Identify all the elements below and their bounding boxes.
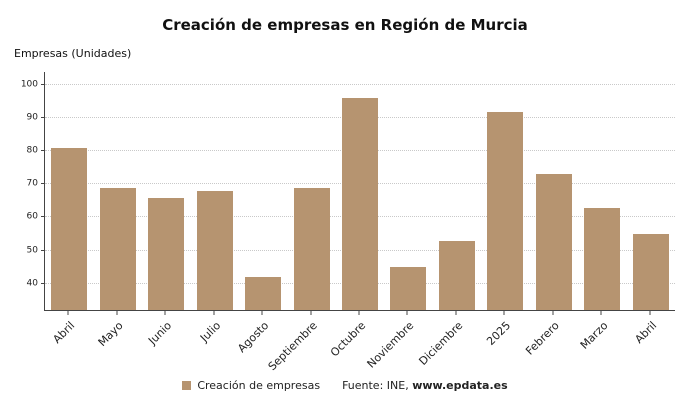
y-axis-title: Empresas (Unidades) bbox=[14, 47, 132, 60]
y-tick-mark bbox=[41, 249, 45, 251]
bar-junio-2 bbox=[148, 197, 185, 310]
bar-julio-3 bbox=[196, 191, 233, 310]
y-tick-label: 70 bbox=[26, 178, 38, 189]
bar-agosto-4 bbox=[245, 276, 282, 310]
bar-mayo-1 bbox=[99, 187, 136, 310]
bar-noviembre-7 bbox=[390, 267, 427, 310]
x-axis-labels: Abril Mayo Junio Julio Agosto Septiembre Octub… bbox=[44, 311, 674, 373]
x-axis-label-10: Febrero bbox=[523, 319, 563, 358]
x-axis-label-5: Septiembre bbox=[265, 319, 320, 374]
x-tick-mark bbox=[67, 311, 69, 315]
x-axis-label-9: 2025 bbox=[484, 319, 514, 348]
x-tick-mark bbox=[358, 311, 360, 315]
source-note: Fuente: INE, www.epdata.es bbox=[342, 379, 508, 392]
x-axis-label-8: Diciembre bbox=[416, 319, 466, 368]
legend-label: Creación de empresas bbox=[197, 379, 321, 392]
x-axis-label-11: Marzo bbox=[577, 319, 611, 352]
x-tick-mark bbox=[600, 311, 602, 315]
y-tick-label: 60 bbox=[26, 211, 38, 222]
x-axis-label-6: Octubre bbox=[327, 319, 369, 360]
bar-septiembre-5 bbox=[293, 187, 330, 310]
x-tick-mark bbox=[261, 311, 263, 315]
bar-febrero-10 bbox=[535, 174, 572, 310]
x-tick-mark bbox=[213, 311, 215, 315]
x-tick-mark bbox=[455, 311, 457, 315]
x-tick-mark bbox=[116, 311, 118, 315]
y-tick-mark bbox=[41, 150, 45, 152]
x-axis-label-2: Junio bbox=[146, 319, 175, 348]
x-axis-label-0: Abril bbox=[50, 319, 78, 346]
x-tick-mark bbox=[164, 311, 166, 315]
x-tick-mark bbox=[406, 311, 408, 315]
y-tick-label: 100 bbox=[20, 79, 38, 90]
bar-diciembre-8 bbox=[438, 240, 475, 310]
y-tick-mark bbox=[41, 216, 45, 218]
y-tick-mark bbox=[41, 282, 45, 284]
x-tick-mark bbox=[310, 311, 312, 315]
legend-row: Creación de empresas Fuente: INE, www.ep… bbox=[0, 379, 690, 392]
x-tick-mark bbox=[649, 311, 651, 315]
y-tick-mark bbox=[41, 84, 45, 86]
gridline bbox=[45, 84, 675, 86]
x-axis-label-1: Mayo bbox=[95, 319, 126, 350]
x-axis-label-7: Noviembre bbox=[365, 319, 417, 371]
bar-abril-0 bbox=[51, 148, 88, 310]
bar-marzo-11 bbox=[584, 207, 621, 310]
x-tick-mark bbox=[503, 311, 505, 315]
x-axis-label-12: Abril bbox=[631, 319, 659, 346]
bar-2025-9 bbox=[487, 111, 524, 310]
y-tick-mark bbox=[41, 183, 45, 185]
y-tick-label: 40 bbox=[26, 278, 38, 289]
legend-item: Creación de empresas bbox=[182, 379, 320, 392]
chart-title: Creación de empresas en Región de Murcia bbox=[162, 16, 528, 34]
plot-area: 40 50 60 70 80 90 100 bbox=[21, 72, 675, 311]
x-tick-mark bbox=[552, 311, 554, 315]
y-tick-mark bbox=[41, 117, 45, 119]
y-tick-label: 90 bbox=[26, 112, 38, 123]
source-site: www.epdata.es bbox=[412, 379, 508, 392]
bar-abril-12 bbox=[632, 233, 669, 310]
x-axis-label-3: Julio bbox=[197, 319, 223, 345]
x-axis-label-4: Agosto bbox=[235, 319, 272, 356]
y-tick-label: 80 bbox=[26, 145, 38, 156]
y-tick-label: 50 bbox=[26, 245, 38, 255]
legend-swatch-icon bbox=[182, 381, 192, 390]
source-prefix: Fuente: INE, bbox=[342, 379, 413, 392]
bar-octubre-6 bbox=[342, 98, 378, 310]
